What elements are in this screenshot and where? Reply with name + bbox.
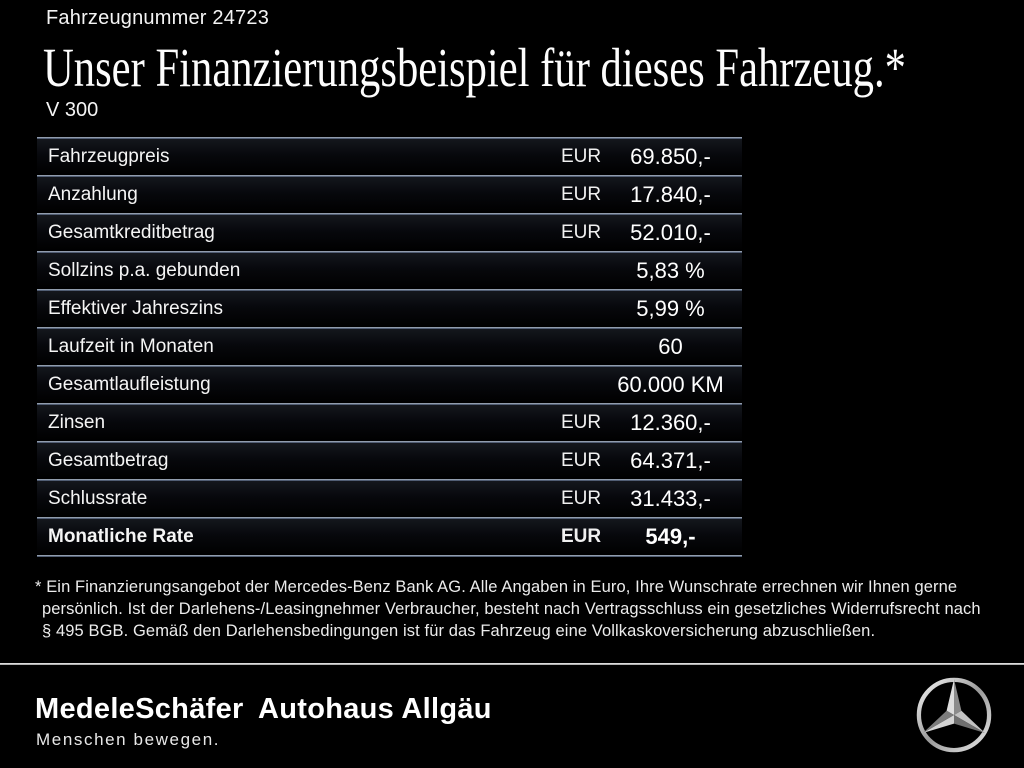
table-separator [37, 479, 742, 481]
row-value: 5,99 % [636, 296, 705, 321]
table-separator [37, 137, 742, 139]
table-row: Schlussrate EUR 31.433,- [37, 481, 742, 517]
table-row: Anzahlung EUR 17.840,- [37, 177, 742, 213]
row-label: Gesamtlaufleistung [48, 374, 211, 395]
table-separator [37, 251, 742, 253]
row-value: 17.840,- [630, 182, 711, 207]
table-separator [37, 365, 742, 367]
row-unit: EUR [561, 184, 602, 205]
dealer-logo-2: Autohaus Allgäu [258, 693, 492, 725]
legal-footnote: * Ein Finanzierungsangebot der Mercedes-… [35, 578, 981, 640]
dealer-tagline: Menschen bewegen. [36, 730, 221, 749]
table-separator [37, 403, 742, 405]
finance-table: Fahrzeugpreis EUR 69.850,- Anzahlung EUR… [37, 137, 742, 557]
table-row-monthly-rate: Monatliche Rate EUR 549,- [37, 519, 742, 555]
row-value: 52.010,- [630, 220, 711, 245]
row-value: 64.371,- [630, 448, 711, 473]
row-value: 31.433,- [630, 486, 711, 511]
row-label: Zinsen [48, 412, 106, 433]
table-separator [37, 555, 742, 557]
row-label: Gesamtkreditbetrag [48, 222, 215, 243]
row-value: 5,83 % [636, 258, 705, 283]
row-label: Gesamtbetrag [48, 450, 169, 471]
row-value: 69.850,- [630, 144, 711, 169]
table-separator [37, 441, 742, 443]
row-label: Anzahlung [48, 184, 138, 205]
table-separator [37, 327, 742, 329]
row-unit: EUR [561, 146, 602, 167]
row-label: Laufzeit in Monaten [48, 336, 214, 357]
table-row: Gesamtbetrag EUR 64.371,- [37, 443, 742, 479]
row-label: Sollzins p.a. gebunden [48, 260, 241, 281]
row-unit: EUR [561, 222, 602, 243]
vehicle-number: Fahrzeugnummer 24723 [46, 7, 270, 29]
row-label: Monatliche Rate [48, 526, 194, 547]
row-value: 60 [658, 334, 683, 359]
row-unit: EUR [561, 412, 602, 433]
table-separator [37, 289, 742, 291]
vehicle-model: V 300 [46, 99, 99, 121]
table-row: Laufzeit in Monaten 60 [37, 329, 742, 365]
table-row: Sollzins p.a. gebunden 5,83 % [37, 253, 742, 289]
row-unit: EUR [561, 450, 602, 471]
row-unit: EUR [561, 526, 602, 547]
row-value: 12.360,- [630, 410, 711, 435]
page-title: Unser Finanzierungsbeispiel für dieses F… [43, 37, 906, 98]
row-label: Effektiver Jahreszins [48, 298, 223, 319]
mercedes-star-icon [916, 677, 992, 753]
table-row: Fahrzeugpreis EUR 69.850,- [37, 139, 742, 175]
row-label: Schlussrate [48, 488, 148, 509]
row-value: 60.000 KM [617, 372, 724, 397]
row-unit: EUR [561, 488, 602, 509]
dealer-logo: MedeleSchäfer [35, 693, 244, 725]
table-row: Gesamtlaufleistung 60.000 KM [37, 367, 742, 403]
row-value: 549,- [645, 524, 696, 549]
row-label: Fahrzeugpreis [48, 146, 170, 167]
footer-divider [0, 663, 1024, 665]
table-row: Effektiver Jahreszins 5,99 % [37, 291, 742, 327]
table-separator [37, 213, 742, 215]
table-row: Zinsen EUR 12.360,- [37, 405, 742, 441]
table-row: Gesamtkreditbetrag EUR 52.010,- [37, 215, 742, 251]
table-separator [37, 517, 742, 519]
table-separator [37, 175, 742, 177]
